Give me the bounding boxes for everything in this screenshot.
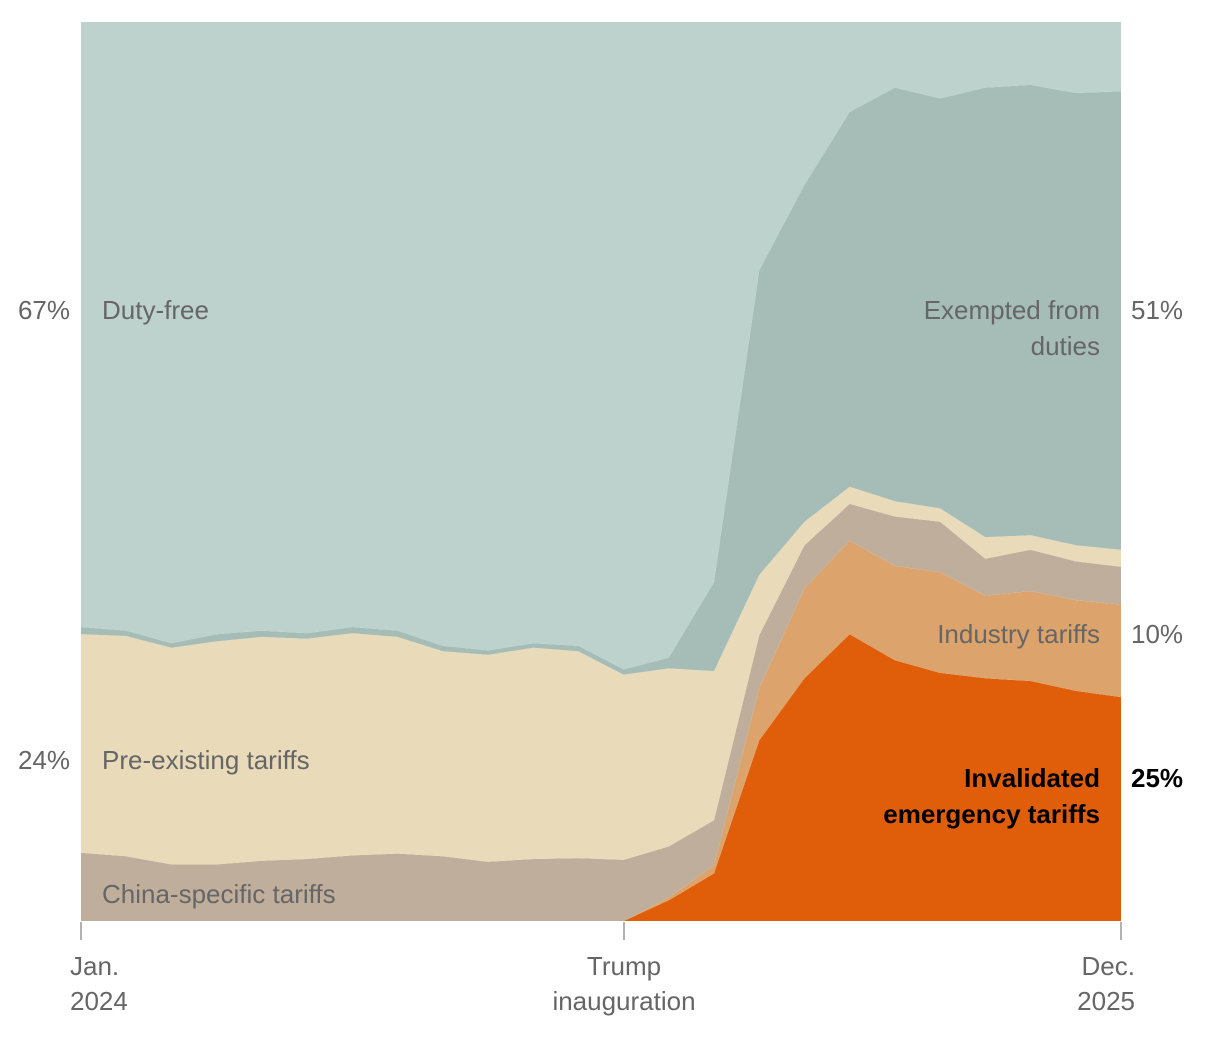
label-exempted: Exempted from (924, 295, 1100, 325)
x-tick-label: Jan. (70, 951, 119, 981)
area-industry-tariffs (81, 540, 1121, 921)
value-right-invalidated: 25% (1131, 763, 1183, 793)
series-labels: Duty-free Exempted from duties Industry … (102, 295, 1100, 909)
label-invalidated: emergency tariffs (883, 799, 1100, 829)
label-invalidated: Invalidated (964, 763, 1100, 793)
value-left-duty-free: 67% (18, 295, 70, 325)
x-tick-label: 2024 (70, 986, 128, 1016)
area-duty-free (81, 22, 1121, 670)
value-right-industry: 10% (1131, 619, 1183, 649)
area-layers (81, 22, 1121, 921)
area-invalidated-emergency-tariffs (81, 634, 1121, 921)
value-left-pre-existing: 24% (18, 745, 70, 775)
area-exempted-from-duties (81, 84, 1121, 675)
x-tick-label: inauguration (552, 986, 695, 1016)
value-right-exempted: 51% (1131, 295, 1183, 325)
value-labels: 67% 24% 51% 10% 25% (18, 295, 1183, 793)
area-pre-existing-tariffs (81, 486, 1121, 865)
x-tick-label: Trump (587, 951, 661, 981)
label-exempted: duties (1031, 331, 1100, 361)
label-pre-existing: Pre-existing tariffs (102, 745, 310, 775)
area-china-specific-tariffs (81, 503, 1121, 921)
x-tick-label: Dec. (1082, 951, 1135, 981)
x-tick-label: 2025 (1077, 986, 1135, 1016)
label-china: China-specific tariffs (102, 879, 336, 909)
label-duty-free: Duty-free (102, 295, 209, 325)
label-industry: Industry tariffs (937, 619, 1100, 649)
x-axis: Jan. 2024 Trump inauguration Dec. 2025 (70, 922, 1135, 1016)
